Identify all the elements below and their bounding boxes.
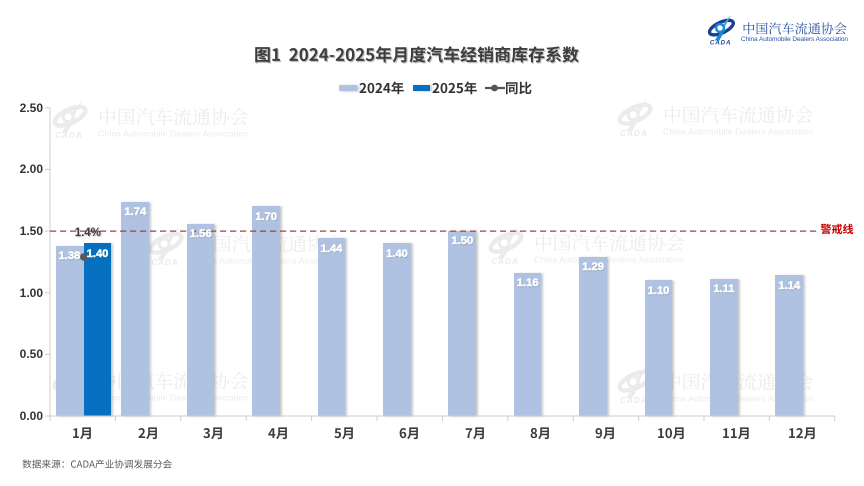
svg-text:China Automobile Dealers Assoc: China Automobile Dealers Association	[741, 36, 848, 43]
svg-text:CADA: CADA	[710, 39, 731, 46]
